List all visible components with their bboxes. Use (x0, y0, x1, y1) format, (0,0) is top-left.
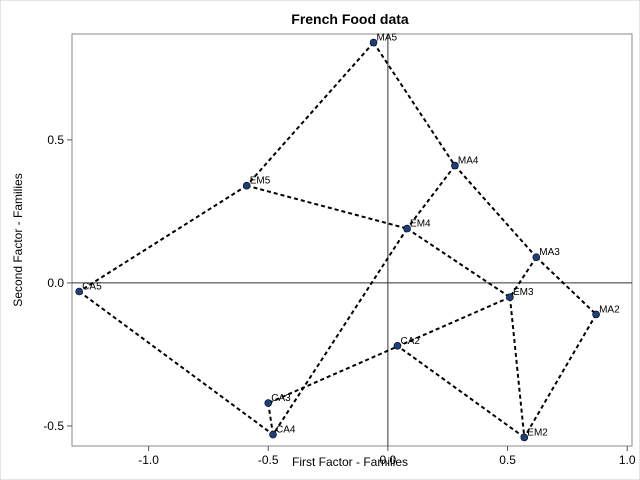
y-tick-label: -0.5 (43, 419, 64, 433)
connection-line (267, 296, 511, 404)
data-point (403, 224, 411, 233)
data-point (369, 38, 378, 47)
data-point-label: EM3 (513, 287, 534, 298)
connection-lines (78, 41, 597, 439)
axis-ticks: -1.0 -0.5 0.0 0.5 1.0 -0.5 0.0 0.5 (43, 133, 636, 467)
x-axis-label: First Factor - Families (292, 455, 408, 469)
y-tick-label: 0.5 (47, 133, 64, 147)
connection-line (78, 290, 274, 436)
data-point-label: CA5 (82, 282, 102, 293)
connection-line (406, 165, 456, 230)
data-point-label: MA5 (377, 33, 398, 44)
data-point-label: CA3 (271, 393, 291, 404)
connection-line (78, 184, 248, 293)
data-point-label: MA3 (539, 247, 560, 258)
data-point-label: CA4 (276, 425, 296, 436)
point-labels: MA5 MA4 MA3 MA2 EM5 EM4 EM3 EM2 CA5 CA4 CA3 CA2 (82, 33, 620, 439)
data-point (592, 310, 600, 319)
connection-line (372, 42, 456, 167)
data-point-label: EM4 (410, 219, 431, 230)
connection-line (272, 228, 408, 436)
data-point (532, 253, 541, 261)
y-axis-label: Second Factor - Families (11, 173, 25, 306)
data-point-label: EM2 (527, 427, 548, 438)
x-tick-label: 1.0 (619, 453, 636, 467)
connection-line (523, 313, 597, 438)
data-point (242, 181, 251, 190)
plot-area-frame (71, 33, 633, 447)
y-tick-label: 0.0 (47, 276, 64, 290)
x-tick-label: -0.5 (258, 453, 279, 467)
connection-line (267, 402, 275, 435)
x-tick-label: 0.0 (380, 453, 397, 467)
data-point-label: MA2 (599, 304, 620, 315)
data-point-label: MA4 (458, 156, 479, 167)
data-point (506, 293, 514, 302)
data-point-label: CA2 (400, 336, 420, 347)
data-point (451, 161, 459, 170)
connection-line (509, 256, 538, 298)
chart-title: French Food data (291, 11, 409, 27)
data-point (264, 399, 273, 407)
reference-lines (72, 34, 632, 446)
data-point (520, 433, 529, 442)
data-point (269, 430, 277, 439)
data-point (393, 342, 402, 350)
connection-line (245, 41, 375, 187)
connection-line (508, 297, 526, 438)
connection-line (396, 345, 525, 439)
x-tick-label: 0.5 (499, 453, 516, 467)
data-points (75, 38, 600, 442)
data-point (75, 287, 83, 296)
x-tick-label: -1.0 (138, 453, 159, 467)
data-point-label: EM5 (250, 176, 271, 187)
